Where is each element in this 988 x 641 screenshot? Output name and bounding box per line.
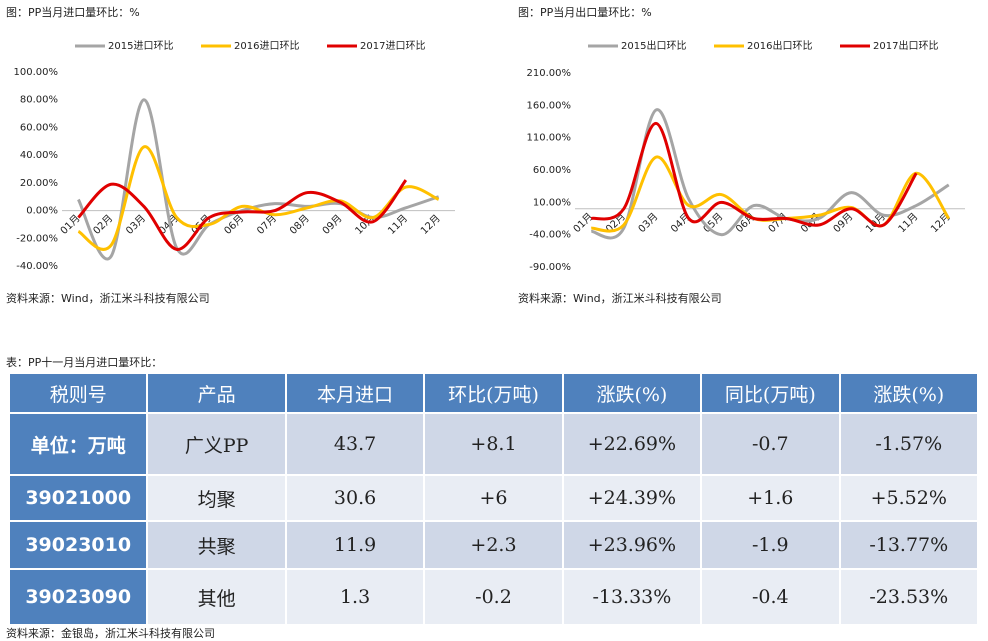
source-note: 资料来源：金银岛，浙江米斗科技有限公司 xyxy=(6,627,215,640)
header-cell: 同比(万吨) xyxy=(700,372,841,414)
y-tick-label: 100.00% xyxy=(14,67,59,78)
data-table: 税则号 产品 本月进口 环比(万吨) 涨跌(%) 同比(万吨) 涨跌(%) 单位：万吨 广义PP… xyxy=(7,372,980,626)
y-tick-label: 40.00% xyxy=(20,150,58,161)
table-cell: 11.9 xyxy=(284,520,426,570)
y-tick-label: 60.00% xyxy=(20,122,58,133)
table-cell: -0.4 xyxy=(700,568,841,626)
y-tick-label: 60.00% xyxy=(533,165,571,176)
table-cell: 广义PP xyxy=(146,412,287,476)
table-cell: -1.9 xyxy=(700,520,841,570)
table-cell: +23.96% xyxy=(561,520,703,570)
table-row: 单位：万吨 广义PP 43.7 +8.1 +22.69% -0.7 -1.57% xyxy=(7,412,980,476)
source-note: 资料来源：Wind，浙江米斗科技有限公司 xyxy=(6,292,210,305)
table-cell: -0.7 xyxy=(700,412,841,476)
table-cell: 39021000 xyxy=(7,474,149,522)
table-row: 39023010 共聚 11.9 +2.3 +23.96% -1.9 -13.77% xyxy=(7,520,980,570)
series-line xyxy=(77,145,440,251)
table-cell: 其他 xyxy=(146,568,287,626)
header-cell: 税则号 xyxy=(7,372,149,414)
header-cell: 涨跌(%) xyxy=(561,372,703,414)
y-tick-label: 160.00% xyxy=(527,100,572,111)
table-row: 39021000 均聚 30.6 +6 +24.39% +1.6 +5.52% xyxy=(7,474,980,522)
series-line xyxy=(590,121,918,228)
table-cell: 1.3 xyxy=(284,568,426,626)
header-cell: 环比(万吨) xyxy=(423,372,564,414)
x-tick-label: 09月 xyxy=(831,211,856,236)
legend-label: 2017进口环比 xyxy=(360,40,425,52)
legend-label: 2016进口环比 xyxy=(234,40,299,52)
header-cell: 本月进口 xyxy=(284,372,426,414)
chart-title: 图：PP当月进口量环比：% xyxy=(6,6,140,19)
table-cell: -23.53% xyxy=(838,568,980,626)
series-line xyxy=(590,108,950,240)
table-cell: -0.2 xyxy=(423,568,564,626)
table-cell: +5.52% xyxy=(838,474,980,522)
y-tick-label: 20.00% xyxy=(20,178,58,189)
header-cell: 产品 xyxy=(146,372,287,414)
header-cell: 涨跌(%) xyxy=(838,372,980,414)
x-tick-label: 09月 xyxy=(320,212,345,237)
table-cell: +6 xyxy=(423,474,564,522)
y-tick-label: -40.00% xyxy=(529,230,571,241)
table-cell: 30.6 xyxy=(284,474,426,522)
series-line xyxy=(77,179,408,251)
table-row: 39023090 其他 1.3 -0.2 -13.33% -0.4 -23.53% xyxy=(7,568,980,626)
y-tick-label: -20.00% xyxy=(16,233,58,244)
charts: -40.00% -20.00% 0.00% 20.00% 40.00% 60.00% 80.… xyxy=(14,39,965,273)
table-cell: +8.1 xyxy=(423,412,564,476)
x-tick-label: 12月 xyxy=(928,211,953,236)
table-cell: +2.3 xyxy=(423,520,564,570)
table-cell: +22.69% xyxy=(561,412,703,476)
chart-title: 图：PP当月出口量环比：% xyxy=(518,6,652,19)
y-tick-label: 0.00% xyxy=(26,206,58,217)
y-tick-label: -90.00% xyxy=(529,262,571,273)
legend-label: 2016出口环比 xyxy=(747,39,812,52)
x-tick-label: 03月 xyxy=(636,211,661,236)
x-tick-label: 11月 xyxy=(386,212,411,237)
x-tick-label: 08月 xyxy=(287,212,312,237)
table-cell: 单位：万吨 xyxy=(7,412,149,476)
table-cell: 共聚 xyxy=(146,520,287,570)
table-cell: 43.7 xyxy=(284,412,426,476)
y-tick-label: 110.00% xyxy=(527,133,572,144)
y-tick-label: 210.00% xyxy=(527,68,572,79)
table-cell: -13.77% xyxy=(838,520,980,570)
y-tick-label: -40.00% xyxy=(16,261,58,272)
table-caption: 表：PP十一月当月进口量环比： xyxy=(6,356,163,369)
x-tick-label: 02月 xyxy=(91,212,116,237)
y-tick-label: 80.00% xyxy=(20,95,58,106)
x-tick-label: 04月 xyxy=(668,211,693,236)
table-cell: 39023090 xyxy=(7,568,149,626)
table-cell: -1.57% xyxy=(838,412,980,476)
legend-label: 2015进口环比 xyxy=(108,40,173,52)
table-cell: +1.6 xyxy=(700,474,841,522)
table-cell: +24.39% xyxy=(561,474,703,522)
legend-label: 2015出口环比 xyxy=(621,39,686,52)
table-cell: -13.33% xyxy=(561,568,703,626)
legend-label: 2017出口环比 xyxy=(873,39,938,52)
source-note: 资料来源：Wind，浙江米斗科技有限公司 xyxy=(518,292,722,305)
header-row: 税则号 产品 本月进口 环比(万吨) 涨跌(%) 同比(万吨) 涨跌(%) xyxy=(7,372,980,414)
x-tick-label: 03月 xyxy=(124,212,149,237)
x-tick-label: 12月 xyxy=(418,212,443,237)
table-cell: 39023010 xyxy=(7,520,149,570)
table-cell: 均聚 xyxy=(146,474,287,522)
y-tick-label: 10.00% xyxy=(533,197,571,208)
